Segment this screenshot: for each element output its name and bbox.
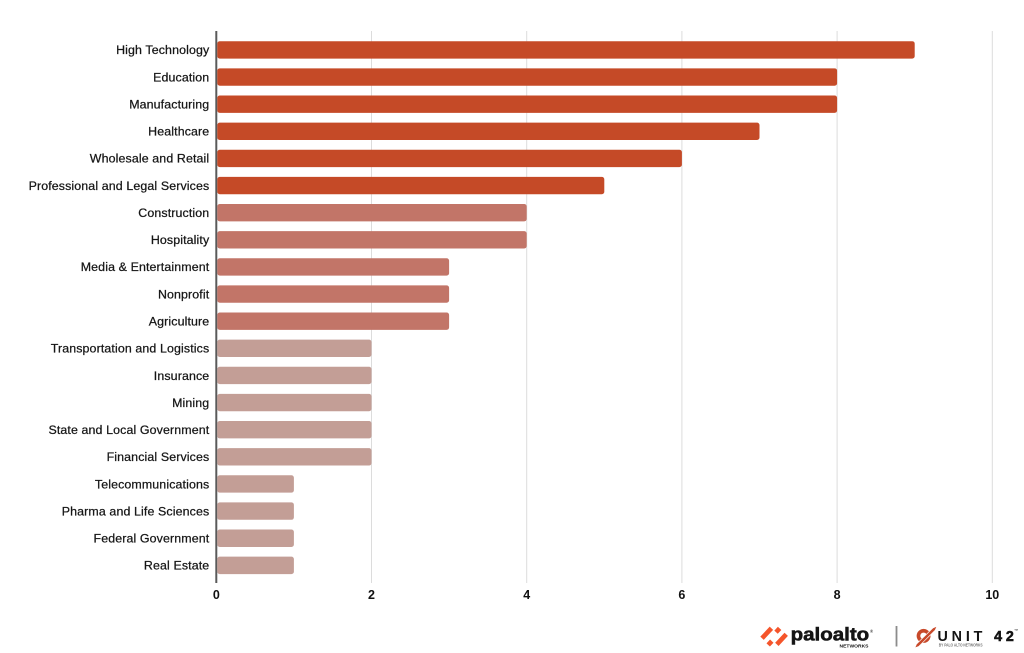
svg-text:6: 6	[678, 588, 685, 602]
svg-text:Media & Entertainment: Media & Entertainment	[81, 260, 210, 274]
svg-text:NETWORKS: NETWORKS	[840, 643, 869, 648]
svg-text:10: 10	[985, 588, 999, 602]
svg-text:Telecommunications: Telecommunications	[95, 477, 209, 491]
svg-text:State and Local Government: State and Local Government	[48, 423, 209, 437]
svg-text:Agriculture: Agriculture	[149, 315, 210, 329]
svg-text:Financial Services: Financial Services	[107, 450, 210, 464]
svg-text:Nonprofit: Nonprofit	[158, 287, 210, 301]
svg-text:Education: Education	[153, 70, 209, 84]
svg-text:4: 4	[523, 588, 530, 602]
svg-text:®: ®	[870, 629, 874, 634]
svg-text:UNIT 42: UNIT 42	[938, 629, 1018, 645]
svg-text:0: 0	[213, 588, 220, 602]
svg-text:paloalto: paloalto	[791, 624, 870, 644]
svg-text:Insurance: Insurance	[154, 369, 210, 383]
svg-text:Pharma and Life Sciences: Pharma and Life Sciences	[62, 504, 210, 518]
svg-text:Real Estate: Real Estate	[144, 559, 209, 573]
svg-text:Healthcare: Healthcare	[148, 125, 209, 139]
svg-text:Federal Government: Federal Government	[94, 532, 210, 546]
svg-text:BY PALO ALTO NETWORKS: BY PALO ALTO NETWORKS	[939, 642, 983, 647]
svg-text:8: 8	[834, 588, 841, 602]
svg-text:Mining: Mining	[172, 396, 209, 410]
svg-text:Hospitality: Hospitality	[151, 233, 210, 247]
svg-text:Transportation and Logistics: Transportation and Logistics	[51, 342, 210, 356]
svg-text:2: 2	[368, 588, 375, 602]
svg-text:Professional and Legal Service: Professional and Legal Services	[29, 179, 210, 193]
svg-text:Wholesale and Retail: Wholesale and Retail	[90, 152, 210, 166]
svg-text:™: ™	[1014, 628, 1018, 633]
svg-text:Manufacturing: Manufacturing	[129, 97, 209, 111]
svg-text:Construction: Construction	[138, 206, 209, 220]
svg-text:High Technology: High Technology	[116, 43, 210, 57]
